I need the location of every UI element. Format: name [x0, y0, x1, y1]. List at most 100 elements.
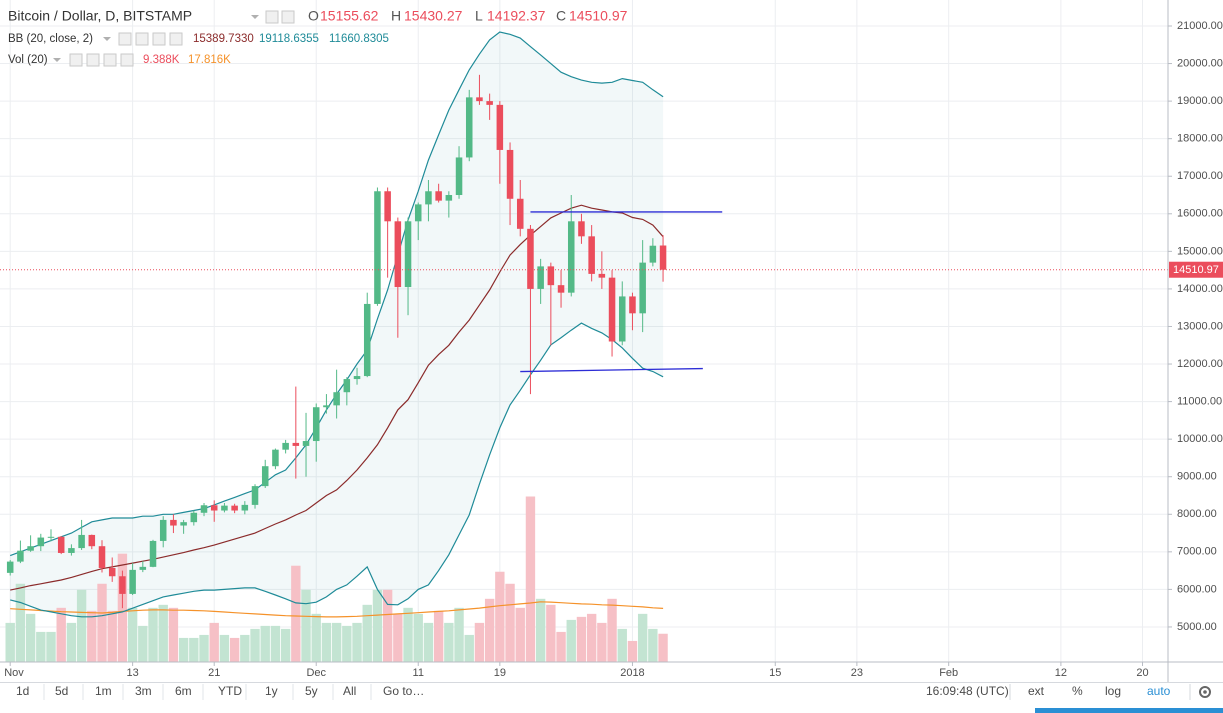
range-button[interactable]: 1y: [265, 684, 278, 698]
candle-body: [455, 157, 463, 196]
bb-value: 19118.6355: [259, 33, 319, 45]
candle-body: [282, 442, 289, 450]
visibility-icon[interactable]: [118, 32, 132, 46]
visibility-icon[interactable]: [265, 10, 279, 24]
volume-bar: [393, 613, 403, 662]
bb-value: 15389.7330: [193, 33, 254, 45]
candle-body: [292, 442, 300, 446]
plot-area: [0, 0, 1168, 662]
candle-body: [27, 546, 34, 551]
range-button[interactable]: 1m: [95, 684, 112, 698]
bb-middle-line: [10, 204, 664, 591]
option-button[interactable]: log: [1105, 684, 1121, 698]
y-tick-label: 20000.00: [1177, 57, 1223, 69]
remove-icon[interactable]: [169, 32, 183, 46]
volume-bar: [209, 622, 219, 662]
range-button[interactable]: 6m: [175, 684, 192, 698]
bb-lower-line: [10, 322, 664, 618]
candle-body: [465, 97, 473, 158]
x-tick-label: 23: [851, 667, 863, 679]
x-tick-label: 11: [413, 667, 424, 679]
candle-body: [567, 221, 575, 293]
volume-bar: [535, 598, 546, 662]
volume-bar: [627, 640, 638, 662]
volume-bar: [423, 622, 434, 662]
volume-ma-value: 17.816K: [188, 54, 231, 66]
volume-bar: [229, 637, 240, 662]
candle-body: [333, 392, 340, 406]
legend: Bitcoin / Dollar, D, BITSTAMP O 15155.62…: [8, 8, 628, 67]
settings-gear[interactable]: [1199, 686, 1211, 698]
volume-bar: [36, 631, 46, 662]
candle-body: [231, 505, 238, 511]
candle-body: [139, 566, 147, 570]
range-button[interactable]: YTD: [218, 684, 242, 698]
goto-button[interactable]: Go to…: [383, 684, 424, 698]
volume-bar: [66, 622, 77, 662]
candle-body: [557, 285, 565, 293]
volume-bar: [280, 628, 291, 662]
ohlc-value: 14192.37: [487, 8, 546, 24]
candle-body: [384, 191, 391, 222]
x-tick-label: 13: [126, 667, 138, 679]
toolbar-background: [0, 682, 1223, 713]
ohlc-value: 15155.62: [320, 8, 379, 24]
candle-body: [506, 149, 514, 199]
volume-bar: [331, 622, 342, 662]
candle-body: [6, 561, 14, 573]
range-button[interactable]: All: [343, 684, 356, 698]
dropdown-icon[interactable]: [103, 37, 111, 41]
volume-bar: [56, 607, 66, 662]
candle-body: [88, 534, 96, 547]
ohlc-key: C: [556, 8, 566, 24]
settings-icon[interactable]: [135, 32, 149, 46]
candle-body: [547, 266, 555, 286]
candle-body: [78, 534, 85, 549]
volume-bar: [617, 628, 627, 662]
option-button[interactable]: %: [1072, 684, 1083, 698]
range-button[interactable]: 3m: [135, 684, 152, 698]
candle-body: [374, 191, 381, 304]
candle-body: [119, 576, 126, 594]
volume-bar: [352, 622, 362, 662]
x-tick-label: 15: [769, 667, 781, 679]
volume-bar: [158, 604, 168, 662]
settings-icon[interactable]: [86, 53, 100, 67]
option-button[interactable]: ext: [1028, 684, 1045, 698]
ohlc-key: L: [475, 8, 483, 24]
volume-bar: [495, 571, 505, 662]
dropdown-icon[interactable]: [251, 15, 259, 19]
candle-body: [312, 407, 320, 442]
candle-body: [608, 277, 616, 342]
settings-icon[interactable]: [281, 10, 295, 24]
candle-body: [210, 505, 218, 511]
candle-body: [659, 245, 667, 270]
more-icon[interactable]: [103, 53, 117, 67]
y-tick-label: 21000.00: [1177, 20, 1223, 32]
more-icon[interactable]: [152, 32, 166, 46]
candle-body: [353, 376, 361, 380]
y-tick-label: 5000.00: [1177, 621, 1217, 633]
remove-icon[interactable]: [120, 53, 134, 67]
x-tick-label: 2018: [620, 667, 644, 679]
option-button[interactable]: auto: [1147, 684, 1171, 698]
candle-body: [17, 550, 24, 562]
range-button[interactable]: 1d: [16, 684, 29, 698]
candle-body: [272, 449, 279, 467]
volume-bar: [321, 622, 332, 662]
dropdown-icon[interactable]: [53, 58, 61, 62]
ohlc-value: 14510.97: [569, 8, 628, 24]
range-button[interactable]: 5y: [305, 684, 318, 698]
range-button[interactable]: 5d: [55, 684, 68, 698]
candle-body: [57, 536, 65, 553]
candle-body: [170, 519, 177, 526]
volume-bar: [219, 634, 230, 662]
volume-bar: [138, 625, 148, 662]
y-tick-label: 14000.00: [1177, 283, 1223, 295]
volume-bar: [433, 610, 444, 662]
candle-body: [302, 441, 310, 446]
volume-bar: [127, 607, 138, 662]
visibility-icon[interactable]: [69, 53, 83, 67]
y-tick-label: 9000.00: [1177, 471, 1217, 483]
candle-body: [618, 296, 626, 342]
